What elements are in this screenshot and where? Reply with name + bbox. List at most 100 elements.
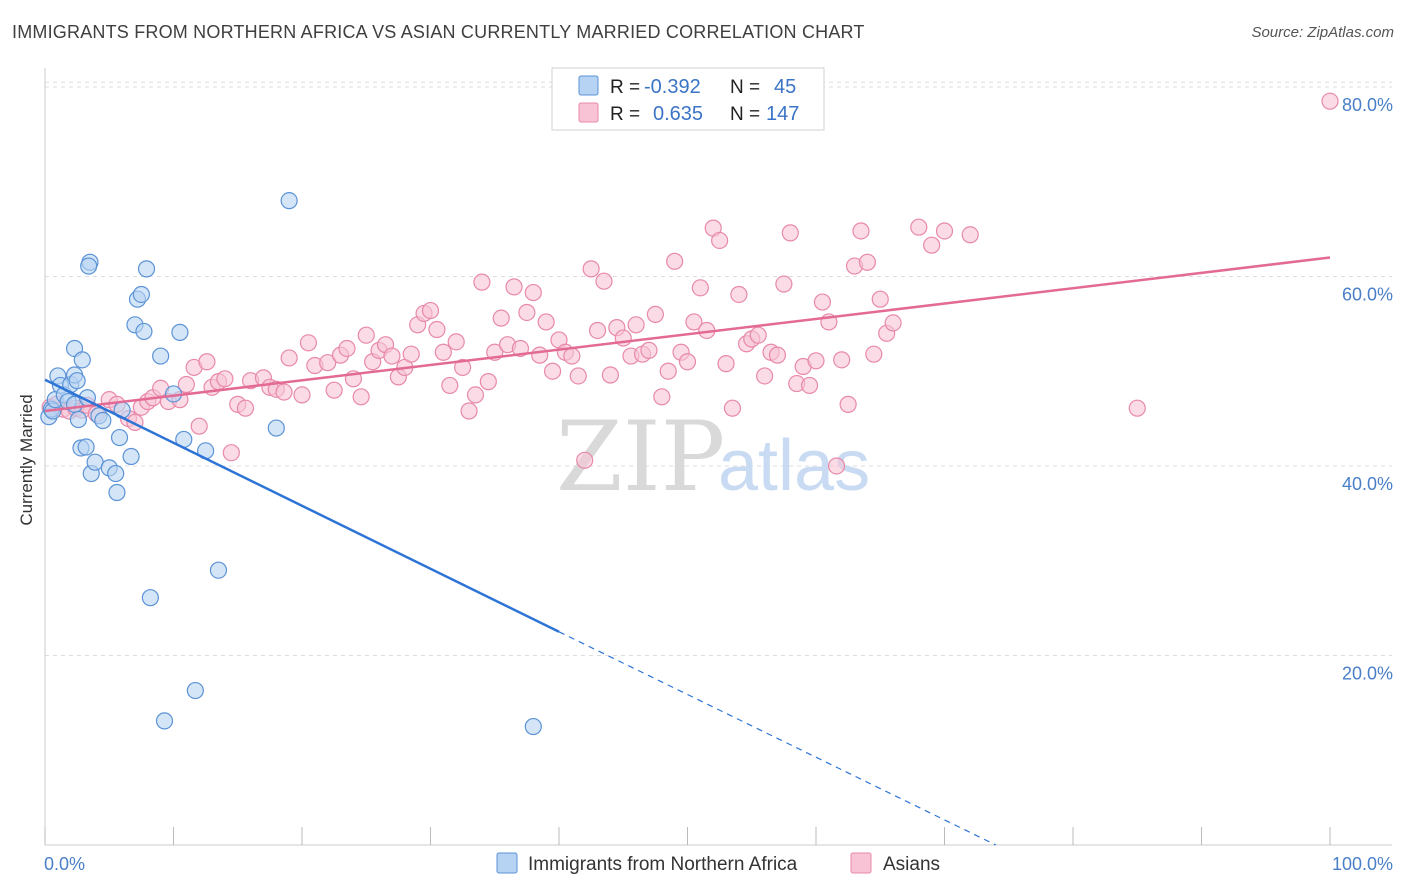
stats-r-value-pink: 0.635 [653, 103, 703, 125]
pink-point [275, 383, 293, 401]
pink-point [447, 333, 465, 351]
pink-point [935, 222, 954, 240]
pink-point [923, 236, 941, 254]
blue-point [69, 410, 88, 429]
blue-point [110, 428, 129, 447]
pink-point [595, 272, 613, 290]
blue-point [137, 260, 156, 278]
pink-point [865, 345, 883, 363]
blue-point [77, 438, 95, 456]
watermark-atlas: atlas [718, 426, 870, 506]
blue-point [209, 561, 228, 579]
pink-point [691, 279, 709, 297]
pink-point [441, 376, 459, 395]
pink-point [588, 321, 607, 340]
pink-point [421, 301, 440, 320]
blue-point [186, 681, 204, 700]
pink-point [299, 334, 318, 352]
pink-point [839, 395, 857, 413]
pink-point [524, 283, 542, 302]
stats-r-label-pink: R = [610, 104, 640, 125]
pink-point [383, 347, 401, 365]
pink-point [659, 362, 677, 380]
pink-point [910, 218, 928, 236]
pink-point [646, 305, 664, 323]
blue-point [68, 372, 86, 390]
pink-point [858, 253, 877, 271]
pink-point [678, 353, 697, 371]
stats-swatch-blue [578, 75, 599, 96]
pink-point [460, 402, 478, 420]
pink-point [781, 224, 799, 242]
pink-point [576, 451, 594, 469]
pink-point [800, 376, 819, 395]
pink-point [563, 347, 581, 365]
pink-point [338, 339, 356, 358]
stats-r-label-blue: R = [610, 77, 640, 98]
stats-box: R = -0.392 N = 45 R = 0.635 N = 147 [551, 67, 825, 131]
pink-point [1321, 92, 1339, 110]
pink-point [428, 320, 446, 339]
pink-point [531, 346, 549, 364]
source-credit: Source: ZipAtlas.com [1251, 24, 1394, 41]
pink-point [717, 355, 735, 373]
pink-point [775, 275, 793, 293]
pink-point [236, 399, 255, 417]
pink-point [871, 290, 889, 308]
stats-r-value-blue: -0.392 [644, 76, 701, 98]
trend-line-immigrants-extension [558, 631, 997, 846]
pink-point [352, 388, 370, 406]
pink-point [511, 339, 530, 358]
y-tick-label: 40.0% [1342, 474, 1393, 494]
pink-point [1128, 399, 1146, 417]
blue-point [122, 447, 140, 466]
pink-point [723, 399, 742, 417]
pink-point [807, 352, 825, 370]
trend-line-immigrants [44, 378, 560, 633]
pink-point [640, 341, 658, 359]
blue-point [155, 712, 174, 730]
pink-point [434, 343, 452, 361]
trend-line-asians [44, 256, 1331, 413]
blue-point [280, 192, 298, 210]
pink-point [402, 345, 420, 363]
stats-n-label-pink: N = [730, 104, 760, 125]
y-tick-label: 80.0% [1342, 95, 1393, 115]
x-tick-label: 0.0% [44, 854, 85, 874]
chart-title: IMMIGRANTS FROM NORTHERN AFRICA VS ASIAN… [12, 22, 865, 42]
blue-point [524, 717, 542, 736]
pink-point [466, 386, 485, 404]
pink-point [479, 373, 497, 391]
blue-point [152, 347, 170, 365]
pink-point [884, 314, 902, 332]
y-tick-label: 20.0% [1342, 663, 1393, 683]
blue-point [132, 285, 150, 304]
pink-point [852, 222, 870, 240]
blue-point [135, 322, 153, 341]
pink-point [177, 375, 195, 394]
legend: Immigrants from Northern Africa Asians [496, 852, 940, 875]
y-axis-label: Currently Married [17, 394, 36, 525]
stats-swatch-pink [578, 102, 599, 123]
blue-point [267, 419, 285, 437]
blue-point [73, 351, 91, 369]
pink-point [755, 367, 774, 385]
pink-point [325, 381, 343, 399]
blue-point [108, 483, 126, 502]
axes [44, 68, 1392, 846]
pink-point [711, 231, 729, 250]
pink-point [505, 278, 523, 296]
pink-point [492, 309, 510, 327]
pink-point [280, 349, 298, 367]
y-tick-label: 60.0% [1342, 284, 1393, 304]
blue-point [171, 323, 189, 341]
pink-point [537, 313, 555, 331]
pink-point [813, 293, 832, 311]
pink-point [198, 353, 216, 371]
trend-lines [44, 256, 1331, 846]
stats-n-value-blue: 45 [774, 76, 796, 98]
blue-point [141, 589, 159, 607]
pink-point [749, 326, 767, 344]
pink-point [216, 370, 234, 388]
pink-point [473, 273, 491, 291]
